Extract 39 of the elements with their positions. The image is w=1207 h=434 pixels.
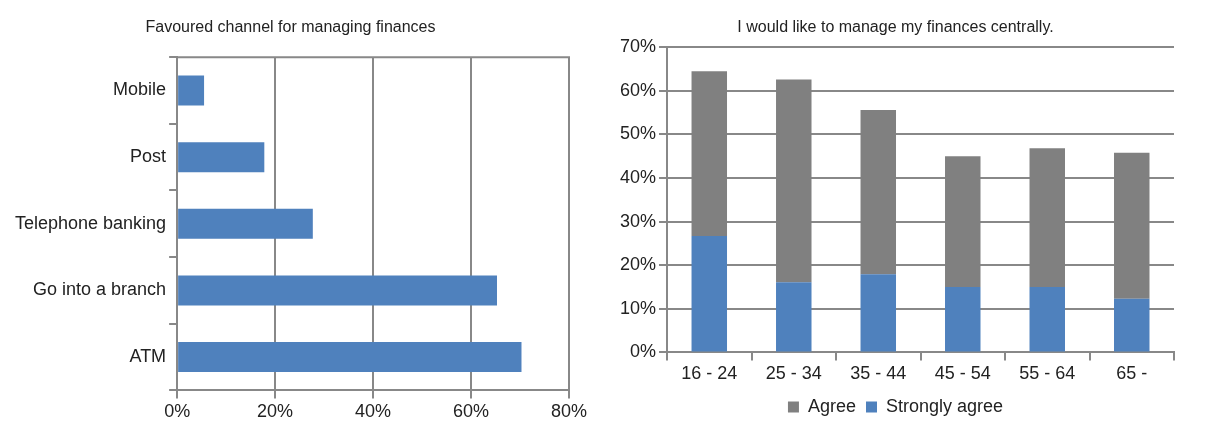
y-tick-label: ATM bbox=[129, 346, 167, 367]
legend-label: Agree bbox=[807, 395, 856, 416]
bar bbox=[691, 235, 728, 352]
y-tick-label: Go into a branch bbox=[33, 279, 167, 300]
x-tick-label: 0% bbox=[164, 401, 191, 422]
bar bbox=[776, 282, 812, 352]
chart-title: Favoured channel for managing finances bbox=[145, 18, 436, 36]
y-tick-label: 40% bbox=[620, 166, 657, 187]
legend-label: Strongly agree bbox=[885, 395, 1004, 416]
x-tick-label: 45 - 54 bbox=[934, 363, 991, 384]
y-tick-label: 70% bbox=[620, 36, 657, 57]
y-tick-label: 10% bbox=[620, 297, 657, 318]
bar bbox=[178, 275, 497, 306]
y-tick-label: Mobile bbox=[113, 79, 167, 100]
x-tick-label: 16 - 24 bbox=[681, 363, 738, 384]
y-tick-label: Post bbox=[130, 146, 167, 167]
x-tick-label: 40% bbox=[355, 401, 392, 422]
bar bbox=[860, 274, 897, 352]
bar bbox=[178, 342, 522, 373]
y-tick-label: 50% bbox=[620, 123, 657, 144]
x-tick-label: 35 - 44 bbox=[850, 363, 907, 384]
bar bbox=[178, 75, 205, 106]
y-tick-label: Telephone banking bbox=[14, 212, 167, 233]
bar bbox=[178, 142, 265, 173]
x-tick-label: 80% bbox=[550, 401, 588, 422]
x-tick-label: 60% bbox=[453, 401, 490, 422]
bar bbox=[945, 287, 981, 352]
bar bbox=[1029, 287, 1065, 352]
x-tick-label: 20% bbox=[257, 401, 294, 422]
y-tick-label: 0% bbox=[630, 341, 657, 362]
y-tick-label: 60% bbox=[620, 79, 657, 100]
y-tick-label: 30% bbox=[620, 210, 657, 231]
bar bbox=[1114, 298, 1150, 352]
y-tick-label: 20% bbox=[620, 254, 657, 275]
bar bbox=[178, 208, 313, 239]
x-tick-label: 55 - 64 bbox=[1019, 363, 1076, 384]
chart-title: I would like to manage my finances centrally. bbox=[737, 18, 1054, 36]
x-tick-label: 25 - 34 bbox=[765, 363, 822, 384]
x-tick-label: 65 - bbox=[1116, 363, 1148, 384]
